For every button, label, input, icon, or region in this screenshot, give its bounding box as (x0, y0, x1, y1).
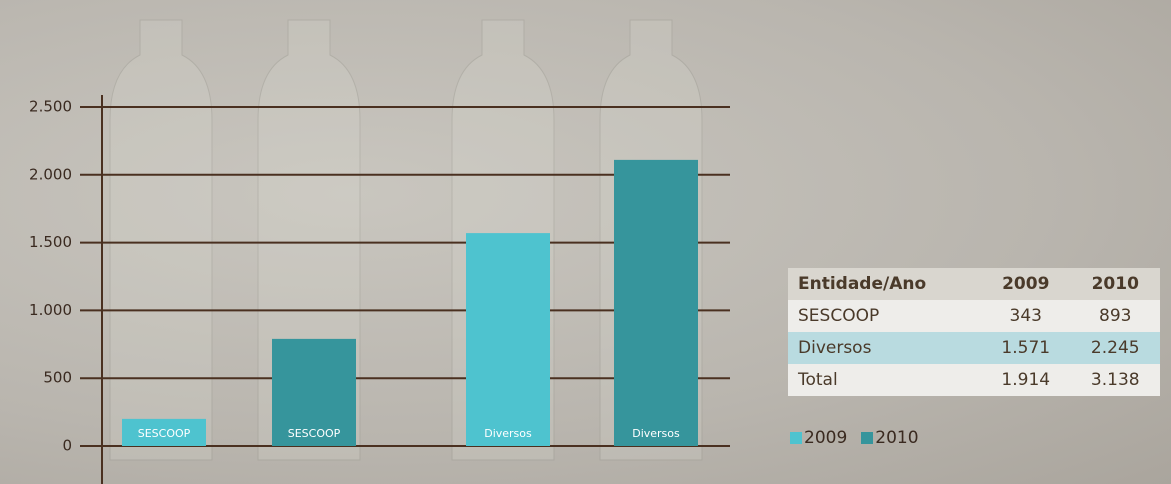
bar-category-label: SESCOOP (138, 427, 191, 440)
cell: Diversos (788, 332, 982, 364)
cell: 893 (1070, 300, 1160, 332)
bar-category-label: SESCOOP (288, 427, 341, 440)
bottles (109, 19, 703, 461)
legend-swatch (790, 432, 802, 444)
table-row: Diversos 1.571 2.245 (788, 332, 1160, 364)
y-tick-label: 0 (62, 437, 72, 455)
legend: 2009 2010 (790, 428, 919, 448)
bar-category-label: Diversos (632, 427, 680, 440)
table-row: Total 1.914 3.138 (788, 364, 1160, 396)
cell: SESCOOP (788, 300, 982, 332)
table-header: Entidade/Ano 2009 2010 (788, 268, 1160, 300)
data-table: Entidade/Ano 2009 2010 SESCOOP 343 893 D… (788, 268, 1160, 396)
legend-label: 2009 (804, 428, 848, 448)
y-tick-label: 1.500 (29, 233, 72, 251)
cell: 1.914 (981, 364, 1071, 396)
bar (272, 338, 356, 446)
cell: 1.571 (981, 332, 1071, 364)
bar (614, 159, 698, 446)
cell: 2.245 (1070, 332, 1160, 364)
y-tick-label: 2.500 (29, 98, 72, 116)
y-tick-label: 500 (43, 369, 72, 387)
y-tick-label: 2.000 (29, 165, 72, 183)
bar (466, 233, 550, 446)
table-row: SESCOOP 343 893 (788, 300, 1160, 332)
cell: Total (788, 364, 982, 396)
cell: 3.138 (1070, 364, 1160, 396)
cell: 343 (981, 300, 1071, 332)
header-cell: Entidade/Ano (788, 268, 982, 300)
header-cell: 2010 (1070, 268, 1160, 300)
legend-item: 2009 (790, 428, 847, 448)
bar-category-label: Diversos (484, 427, 532, 440)
legend-item: 2010 (861, 428, 919, 448)
legend-swatch (861, 432, 874, 444)
y-tick-label: 1.000 (29, 301, 72, 319)
header-cell: 2009 (981, 268, 1071, 300)
legend-label: 2010 (875, 428, 919, 448)
bar (122, 418, 206, 446)
